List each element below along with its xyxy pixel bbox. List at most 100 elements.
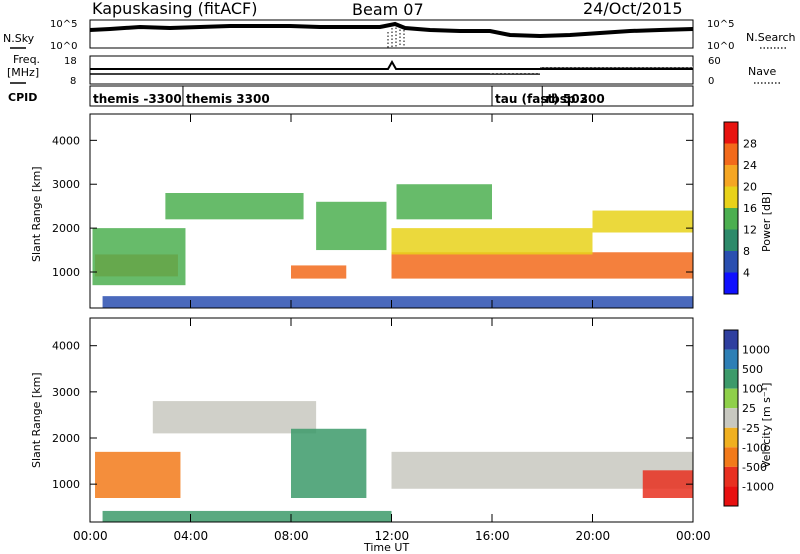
power-range-tick-label: 2000 — [52, 222, 80, 235]
power-colorbar-swatch — [724, 165, 738, 187]
power-colorbar-tick: 12 — [743, 224, 757, 237]
power-colorbar-frame — [723, 121, 739, 295]
beam-title: Beam 07 — [352, 0, 424, 19]
station-title: Kapuskasing (fitACF) — [92, 0, 257, 18]
velocity-colorbar-tick: -500 — [742, 461, 767, 474]
power-colorbar-tick: 8 — [743, 245, 750, 258]
time-tick-label: 20:00 — [576, 529, 611, 543]
power-region — [92, 228, 186, 286]
velocity-colorbar-swatch — [724, 388, 738, 409]
time-tick-label: 00:00 — [676, 529, 711, 543]
power-colorbar-tick: 4 — [743, 267, 750, 280]
velocity-range-tick-label: 2000 — [52, 432, 80, 445]
velocity-region — [95, 451, 181, 498]
frequency-series — [90, 59, 693, 70]
power-yaxis-title: Slant Range [km] — [30, 166, 43, 262]
power-range-tick-label: 3000 — [52, 178, 80, 191]
velocity-colorbar-tick: 25 — [742, 402, 756, 415]
power-region — [391, 252, 693, 279]
freq-label-line2: [MHz] — [7, 66, 39, 79]
velocity-panel — [89, 317, 694, 523]
time-tick-label: 00:00 — [73, 529, 108, 543]
power-colorbar-tick: 16 — [743, 202, 757, 215]
power-colorbar-swatch — [724, 251, 738, 273]
velocity-region — [102, 510, 392, 522]
nave-label: Nave — [748, 65, 776, 78]
noise-right-tick-top: 10^5 — [707, 19, 734, 30]
power-region — [165, 193, 304, 220]
cpid-program-label: rbsp 200 — [545, 92, 604, 106]
velocity-colorbar-tick: 500 — [742, 363, 763, 376]
power-colorbar-swatch — [724, 272, 738, 294]
power-colorbar-title: Power [dB] — [760, 192, 773, 252]
freq-left-tick-bottom: 8 — [70, 76, 76, 87]
velocity-region — [291, 428, 367, 498]
velocity-region — [642, 470, 693, 498]
freq-label-line1: Freq. — [13, 53, 40, 66]
nsky-label: N.Sky — [3, 32, 35, 45]
velocity-colorbar-swatch — [724, 447, 738, 467]
velocity-colorbar-tick: -100 — [742, 441, 767, 454]
freq-right-tick-top: 60 — [708, 56, 721, 67]
velocity-yaxis-title: Slant Range [km] — [30, 372, 43, 468]
power-region — [102, 296, 693, 308]
frequency-panel: 18 8 60 0 — [64, 55, 721, 87]
velocity-colorbar-swatch — [724, 486, 738, 506]
power-range-tick-label: 4000 — [52, 134, 80, 147]
time-tick-label: 08:00 — [274, 529, 309, 543]
date-title: 24/Oct/2015 — [583, 0, 683, 18]
power-colorbar-swatch — [724, 143, 738, 165]
nave-series — [90, 67, 693, 75]
velocity-region — [152, 401, 317, 434]
power-panel — [89, 113, 694, 309]
velocity-colorbar-tick: 1000 — [742, 344, 770, 357]
velocity-range-tick-label: 1000 — [52, 478, 80, 491]
power-region — [291, 265, 347, 279]
noise-left-tick-top: 10^5 — [50, 19, 77, 30]
power-colorbar-tick: 28 — [743, 138, 757, 151]
time-tick-label: 16:00 — [475, 529, 510, 543]
velocity-range-tick-label: 4000 — [52, 340, 80, 353]
velocity-colorbar-tick: -25 — [742, 422, 760, 435]
power-region — [592, 210, 693, 233]
cpid-strip: themis -3300 themis 3300 tau (fast) 503rbs… — [89, 85, 694, 107]
velocity-colorbar-swatch — [724, 349, 738, 370]
power-region — [396, 184, 492, 220]
power-colorbar-swatch — [724, 186, 738, 208]
velocity-range-tick-label: 3000 — [52, 386, 80, 399]
velocity-colorbar-swatch — [724, 466, 738, 487]
power-region — [316, 201, 387, 251]
nsearch-label: N.Search — [746, 31, 796, 44]
velocity-colorbar-swatch — [724, 330, 738, 350]
cpid-program-label: themis 3300 — [186, 92, 270, 106]
power-colorbar-tick: 24 — [743, 159, 757, 172]
nsearch-series — [387, 24, 405, 48]
velocity-colorbar-tick: -1000 — [742, 480, 774, 493]
noise-right-tick-bottom: 10^0 — [707, 41, 734, 52]
power-colorbar-swatch — [724, 122, 738, 144]
time-axis-title: Time UT — [363, 541, 409, 554]
freq-right-tick-bottom: 0 — [708, 76, 714, 87]
cpid-program-label: themis -3300 — [93, 92, 182, 106]
power-colorbar-swatch — [724, 208, 738, 230]
power-colorbar: 4 8 12 16 20 24 28 — [723, 121, 757, 295]
nsky-series — [89, 21, 694, 39]
velocity-colorbar-frame — [723, 329, 739, 507]
cpid-label: CPID — [8, 91, 37, 104]
cpid-program-label: tau (fast) 503 — [495, 92, 588, 106]
velocity-colorbar-swatch — [724, 427, 738, 448]
freq-left-tick-top: 18 — [64, 56, 77, 67]
time-tick-label: 12:00 — [375, 529, 410, 543]
power-colorbar-swatch — [724, 229, 738, 251]
time-tick-label: 04:00 — [174, 529, 209, 543]
power-range-tick-label: 1000 — [52, 266, 80, 279]
velocity-colorbar-swatch — [724, 369, 738, 389]
velocity-colorbar: 1000 500 100 25 -25 -100 -500 -1000 — [723, 329, 774, 507]
noise-panel: 10^5 10^0 10^5 10^0 — [50, 19, 734, 52]
power-colorbar-tick: 20 — [743, 181, 757, 194]
power-region — [391, 228, 593, 255]
noise-left-tick-bottom: 10^0 — [50, 41, 77, 52]
velocity-colorbar-title: Velocity [m s⁻¹] — [760, 383, 773, 468]
velocity-colorbar-tick: 100 — [742, 383, 763, 396]
